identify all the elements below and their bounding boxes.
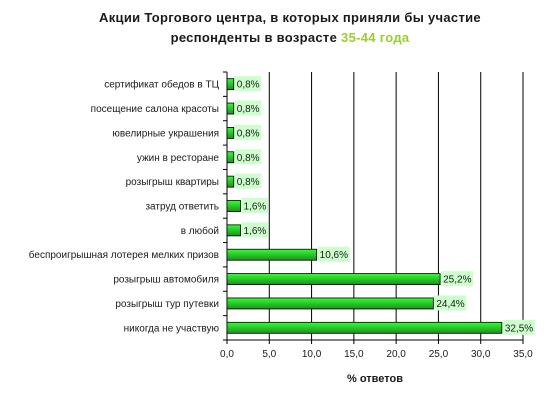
chart-title-age-group: 35-44 года bbox=[341, 30, 410, 45]
bar bbox=[226, 127, 235, 139]
category-label: ювелирные украшения bbox=[112, 128, 219, 139]
value-label-bg bbox=[502, 319, 535, 335]
category-label: затруд ответить bbox=[145, 202, 219, 213]
value-label-bg bbox=[241, 198, 268, 213]
chart-title-line1: Акции Торгового центра, в которых принял… bbox=[99, 10, 481, 25]
value-label: 1,6% bbox=[244, 226, 267, 237]
x-tick-label: 20,0 bbox=[386, 349, 406, 360]
value-label-bg bbox=[234, 149, 262, 165]
category-label: розыгрыш тур путевки bbox=[115, 299, 219, 310]
value-label: 0,8% bbox=[237, 153, 260, 164]
x-tick-label: 25,0 bbox=[429, 349, 449, 360]
x-tick-label: 15,0 bbox=[344, 349, 364, 360]
value-label: 25,2% bbox=[443, 275, 471, 286]
chart-title-line2: респонденты в возрасте 35-44 года bbox=[90, 28, 490, 48]
bar bbox=[226, 175, 235, 188]
category-label: никогда не участвую bbox=[124, 323, 220, 334]
x-tick-label: 5,0 bbox=[262, 349, 276, 360]
x-tick-label: 35,0 bbox=[513, 349, 533, 360]
bar bbox=[226, 151, 235, 164]
value-label-bg bbox=[234, 76, 262, 92]
category-label: розыгрыш квартиры bbox=[126, 177, 219, 188]
x-tick-label: 0,0 bbox=[220, 349, 234, 360]
bar bbox=[226, 297, 434, 310]
x-tick-label: 30,0 bbox=[471, 349, 491, 360]
value-label: 24,4% bbox=[436, 299, 464, 310]
value-label-bg bbox=[234, 124, 262, 140]
bar bbox=[226, 273, 441, 285]
x-tick-label: 10,0 bbox=[302, 349, 322, 360]
value-label-bg bbox=[234, 173, 262, 189]
chart-title: Акции Торгового центра, в которых принял… bbox=[90, 8, 490, 48]
category-label: розыгрыш автомобиля bbox=[113, 274, 219, 286]
category-label: посещение салона красоты bbox=[91, 104, 219, 115]
bar bbox=[226, 200, 241, 212]
category-label: беспроигрышная лотерея мелких призов bbox=[29, 249, 219, 261]
value-label: 32,5% bbox=[505, 323, 533, 334]
category-label: сертификат обедов в ТЦ bbox=[104, 79, 219, 91]
value-label-bg bbox=[434, 295, 467, 311]
bar bbox=[226, 321, 503, 334]
value-label-bg bbox=[441, 271, 474, 287]
value-label: 0,8% bbox=[237, 104, 260, 115]
value-label: 10,6% bbox=[320, 250, 348, 261]
value-label-bg bbox=[234, 100, 262, 116]
value-label: 1,6% bbox=[244, 202, 267, 213]
chart-title-line2-prefix: респонденты в возрасте bbox=[170, 30, 342, 45]
value-label-bg bbox=[241, 222, 268, 238]
bar bbox=[226, 102, 235, 115]
value-label: 0,8% bbox=[237, 128, 260, 139]
value-label-bg bbox=[317, 246, 350, 262]
plot-area: 0,0 5,0 10,0 15,0 20,0 25,0 30,0 35,0 сертификат… bbox=[29, 71, 535, 385]
x-axis-title: % ответов bbox=[347, 373, 403, 385]
bar bbox=[226, 248, 318, 261]
value-label: 0,8% bbox=[237, 80, 260, 91]
bar bbox=[226, 224, 241, 237]
category-label: в любой bbox=[181, 225, 219, 237]
bar bbox=[226, 78, 235, 91]
value-label: 0,8% bbox=[237, 177, 260, 188]
category-label: ужин в ресторане bbox=[137, 153, 220, 164]
